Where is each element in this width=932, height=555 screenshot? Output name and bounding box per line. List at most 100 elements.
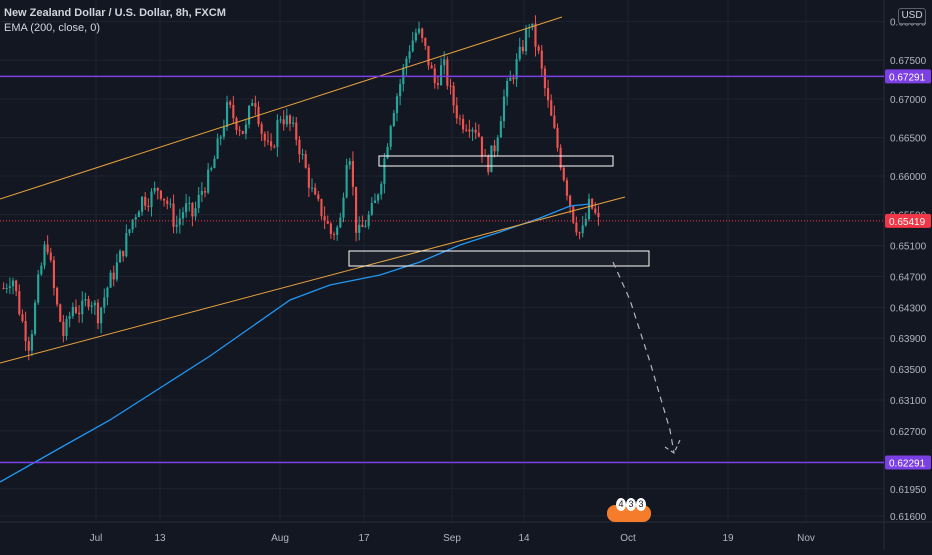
candle-body	[443, 59, 446, 66]
candle-body	[392, 113, 395, 127]
projection-arrow[interactable]	[612, 261, 675, 454]
price-tick-label: 0.61600	[890, 512, 927, 523]
candle-body	[380, 183, 383, 195]
price-tick-label: 0.63500	[890, 365, 927, 376]
candle-body	[427, 45, 430, 66]
candle-body	[181, 212, 185, 219]
candle-body	[572, 206, 575, 223]
candle-body	[408, 51, 411, 59]
candle-body	[556, 127, 559, 148]
candle-body	[282, 119, 285, 125]
candle-body	[462, 118, 465, 130]
economic-events-badge[interactable]: 4 3 3	[607, 498, 653, 524]
candle-body	[502, 96, 506, 122]
candle-body	[351, 161, 355, 187]
candle-body	[125, 232, 128, 257]
channel-upper-line[interactable]	[0, 16, 563, 200]
symbol-title: New Zealand Dollar / U.S. Dollar, 8h, FX…	[4, 7, 226, 19]
candle-body	[465, 129, 468, 131]
candle-body	[591, 198, 594, 209]
candle-body	[480, 136, 484, 156]
chart-legend: New Zealand Dollar / U.S. Dollar, 8h, FX…	[4, 6, 226, 36]
event-count-1: 4	[616, 498, 626, 511]
candle-body	[172, 203, 175, 227]
candle-body	[323, 216, 326, 221]
candle-body	[279, 119, 282, 121]
candle-body	[477, 132, 480, 137]
candle-body	[71, 306, 74, 317]
candle-body	[493, 145, 496, 152]
candle-body	[225, 101, 229, 127]
candle-body	[128, 229, 131, 233]
candle-body	[115, 262, 118, 280]
candle-body	[197, 194, 200, 209]
candle-body	[49, 252, 52, 261]
candle-body	[449, 85, 452, 87]
currency-button[interactable]: USD	[898, 8, 926, 24]
level-tag-upper-bg	[885, 69, 931, 84]
candle-body	[424, 37, 427, 46]
candle-body	[134, 217, 137, 220]
current-price-tag: 0.65419	[889, 217, 926, 228]
candle-body	[326, 220, 329, 224]
candle-body	[185, 203, 188, 213]
time-tick-label: Sep	[443, 533, 461, 544]
price-tick-label: 0.63900	[890, 334, 927, 345]
candle-body	[389, 126, 392, 147]
candle-body	[490, 145, 493, 173]
candle-body	[575, 222, 578, 233]
candle-body	[21, 314, 24, 322]
candle-body	[332, 234, 336, 236]
candle-body	[188, 202, 191, 204]
candle-body	[524, 28, 528, 52]
price-tick-label: 0.61950	[890, 485, 927, 496]
candle-body	[512, 77, 515, 80]
price-tick-label: 0.67000	[890, 95, 927, 106]
candle-body	[304, 154, 307, 168]
candle-body	[565, 180, 569, 196]
candle-body	[559, 147, 562, 168]
candle-body	[150, 191, 153, 208]
candle-body	[74, 306, 78, 313]
candle-body	[260, 124, 263, 134]
candle-body	[122, 250, 125, 257]
price-tick-label: 0.62700	[890, 427, 927, 438]
level-tag-lower-bg	[885, 455, 931, 470]
candle-body	[213, 158, 216, 169]
candle-body	[553, 115, 556, 128]
price-tick-label: 0.66500	[890, 133, 927, 144]
candle-body	[109, 272, 112, 288]
candle-body	[65, 318, 68, 336]
candle-body	[399, 84, 402, 97]
candle-body	[531, 23, 534, 28]
candle-body	[540, 50, 543, 69]
candle-body	[543, 68, 546, 89]
candle-body	[348, 161, 351, 165]
candle-body	[405, 58, 408, 68]
candle-body	[364, 226, 367, 228]
candle-body	[147, 205, 150, 208]
candle-body	[436, 83, 439, 85]
candle-body	[27, 341, 30, 351]
candle-body	[336, 227, 339, 235]
candle-body	[30, 334, 33, 351]
candle-body	[106, 287, 109, 298]
support-zone-box[interactable]	[348, 250, 650, 267]
indicator-label[interactable]: EMA (200, close, 0)	[4, 22, 100, 34]
candle-body	[203, 190, 207, 193]
candle-body	[159, 190, 163, 199]
candle-body	[131, 219, 134, 230]
time-tick-label: Oct	[620, 533, 636, 544]
candle-body	[439, 65, 443, 85]
candle-body	[11, 280, 15, 287]
price-tick-label: 0.66000	[890, 172, 927, 183]
candle-body	[137, 211, 140, 218]
channel-lower-line[interactable]	[0, 196, 626, 364]
candle-body	[232, 104, 235, 119]
candle-body	[395, 96, 399, 114]
candle-body	[499, 121, 502, 138]
resistance-zone-box[interactable]	[378, 155, 614, 167]
candle-body	[594, 208, 597, 213]
